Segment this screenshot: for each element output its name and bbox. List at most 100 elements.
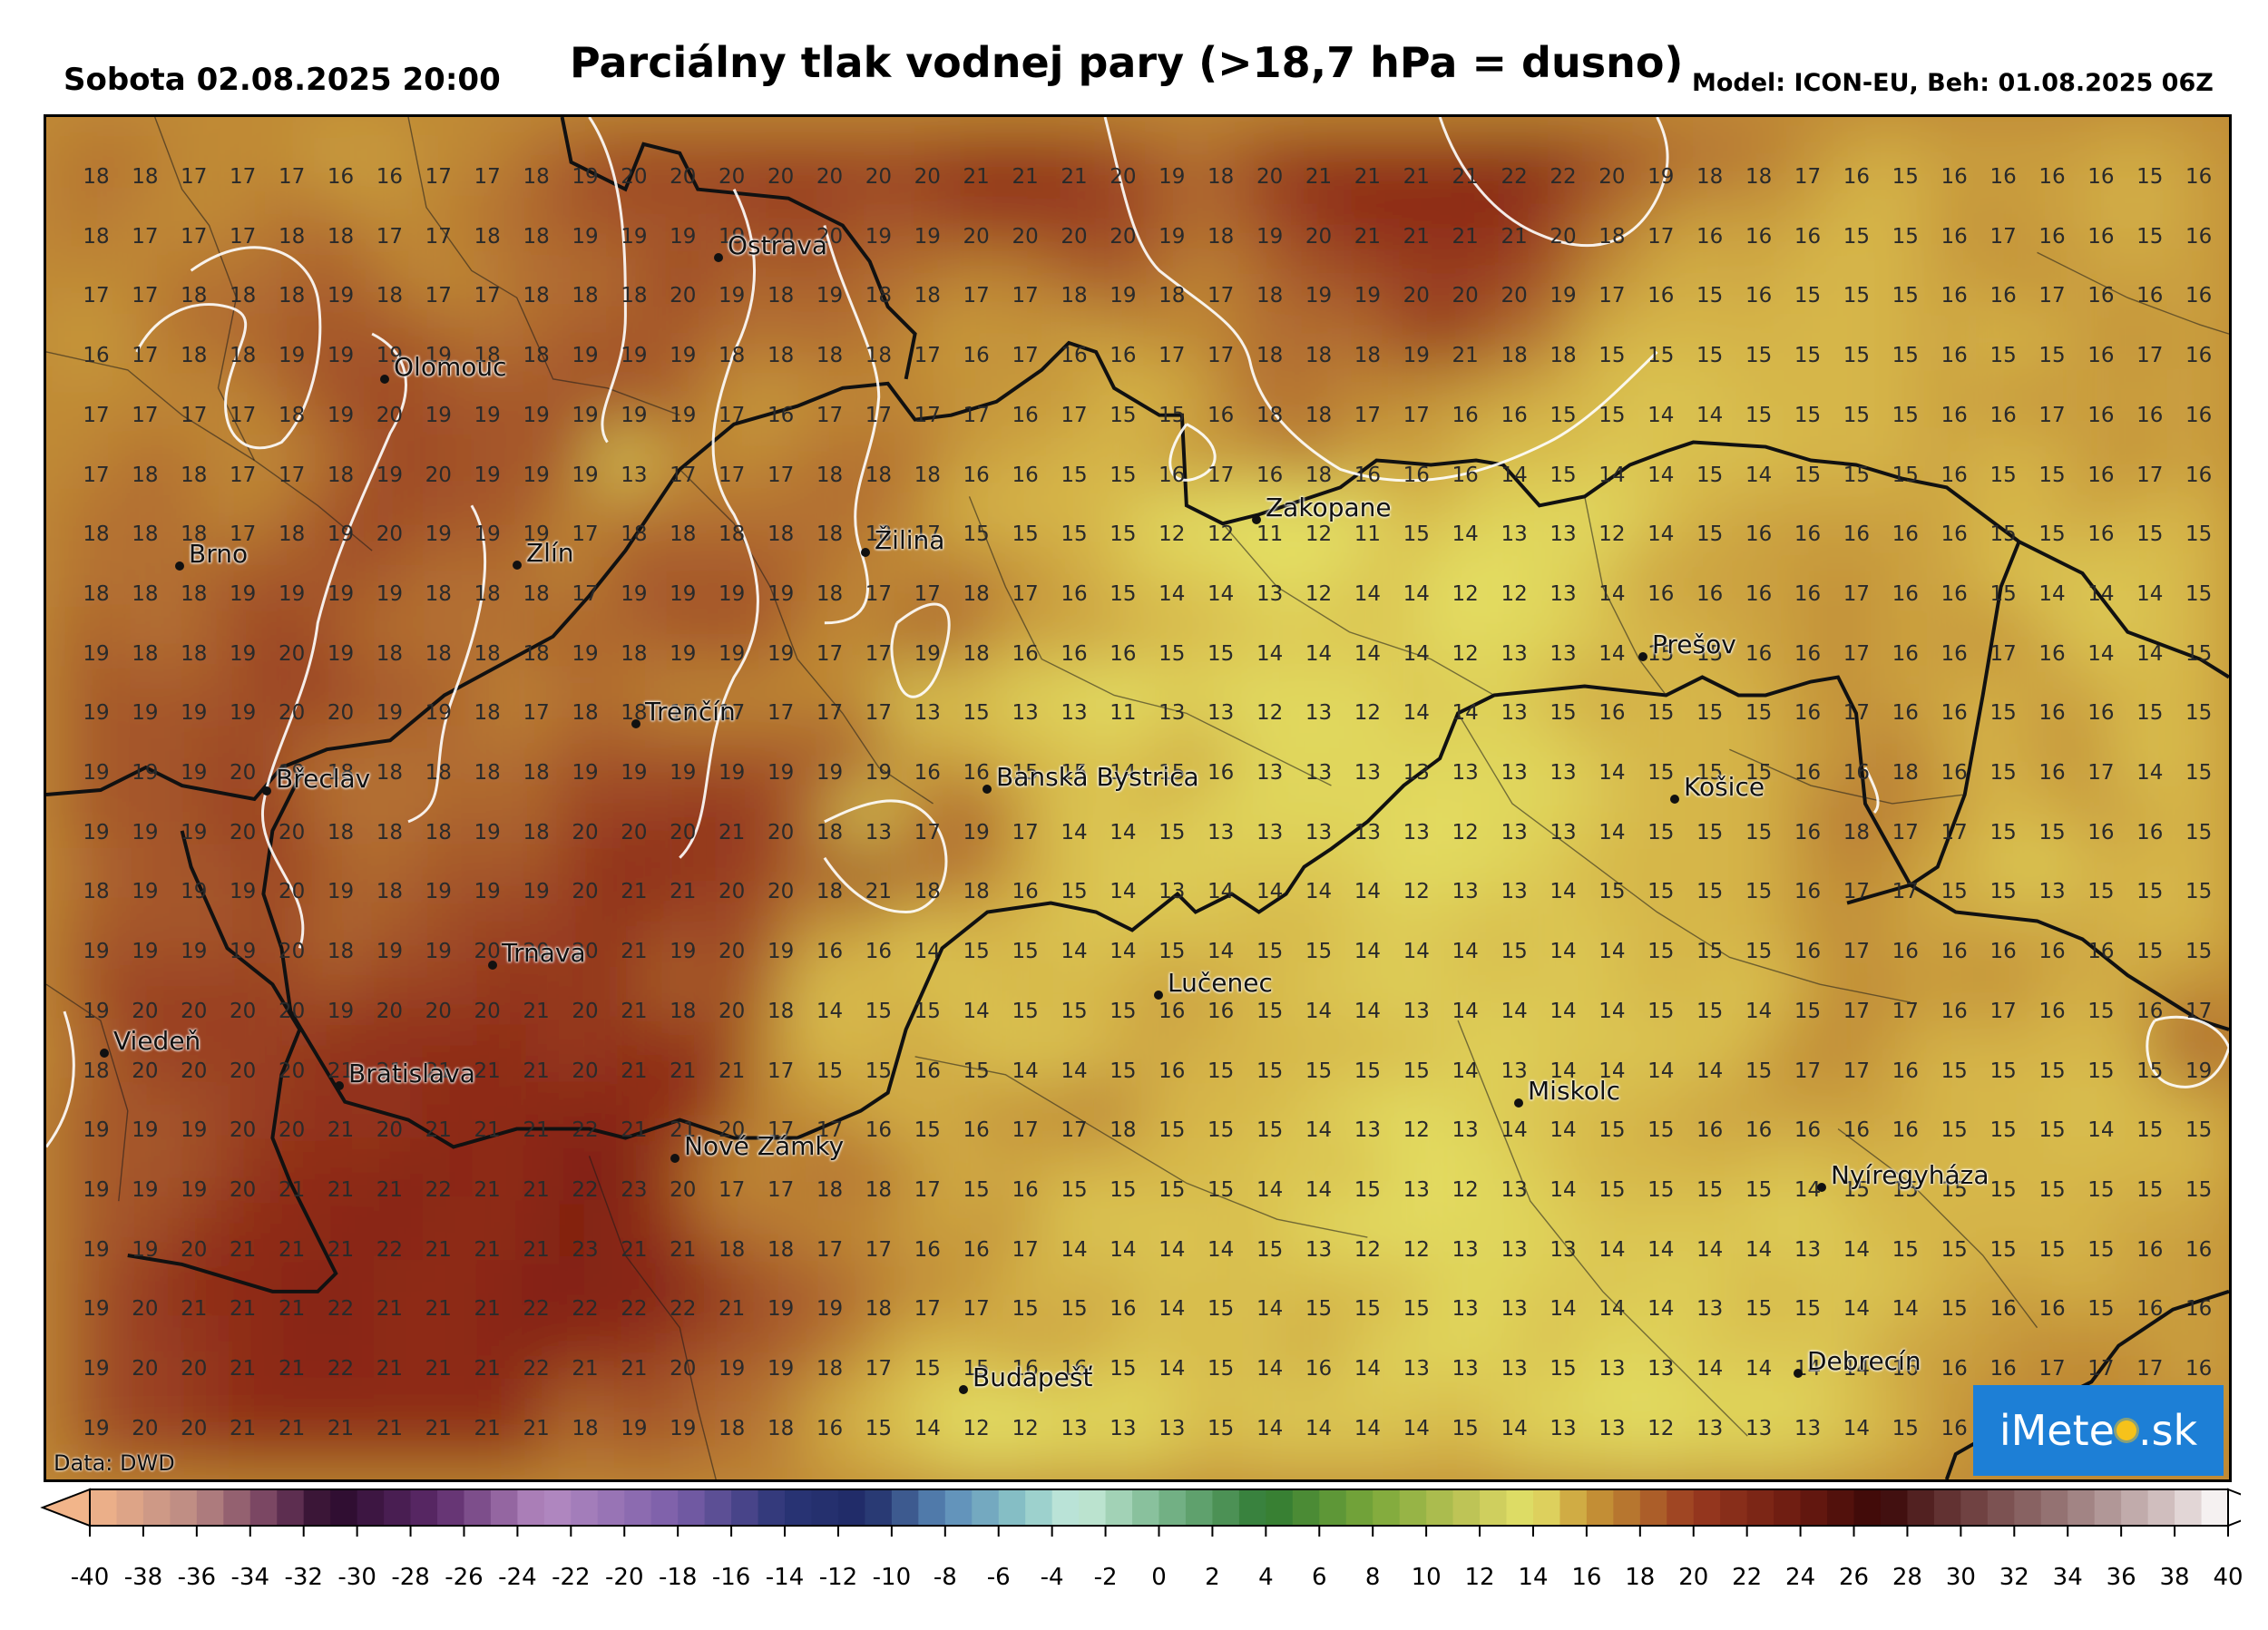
grid-value: 15 [1110, 1177, 1137, 1202]
colorbar-tick-label: -32 [284, 1564, 323, 1591]
grid-value: 18 [914, 463, 941, 487]
grid-value: 14 [914, 940, 941, 964]
grid-value: 18 [523, 761, 550, 785]
grid-value: 18 [523, 224, 550, 249]
grid-value: 19 [621, 581, 648, 606]
grid-value: 21 [474, 1237, 501, 1262]
grid-value: 17 [914, 403, 941, 427]
grid-value: 14 [1256, 641, 1284, 666]
grid-value: 16 [1745, 284, 1773, 308]
grid-value: 20 [474, 940, 501, 964]
grid-value: 21 [1403, 224, 1430, 249]
grid-value: 17 [1354, 403, 1382, 427]
grid-value: 19 [83, 820, 110, 844]
grid-value: 19 [474, 880, 501, 904]
grid-value: 20 [670, 820, 697, 844]
grid-value: 21 [621, 1059, 648, 1083]
grid-value: 17 [230, 463, 257, 487]
city-label: Lučenec [1168, 968, 1273, 998]
colorbar-segment [1693, 1489, 1721, 1526]
grid-value: 17 [230, 165, 257, 189]
colorbar-segment [571, 1489, 599, 1526]
grid-value: 19 [767, 1297, 795, 1322]
grid-value: 20 [1549, 224, 1577, 249]
grid-value: 15 [1158, 1177, 1186, 1202]
colorbar-max-arrow [2227, 1488, 2241, 1528]
grid-value: 16 [1989, 403, 2017, 427]
grid-value: 18 [1061, 284, 1088, 308]
grid-value: 15 [865, 999, 893, 1023]
grid-value: 16 [1892, 1059, 1919, 1083]
grid-value: 14 [1745, 1357, 1773, 1381]
grid-value: 19 [621, 761, 648, 785]
grid-value: 17 [572, 581, 599, 606]
grid-value: 14 [2087, 641, 2115, 666]
colorbar-tick-label: 38 [2159, 1564, 2190, 1591]
colorbar-segment [811, 1489, 839, 1526]
grid-value: 20 [719, 880, 746, 904]
grid-value: 15 [1598, 403, 1626, 427]
grid-value: 19 [621, 344, 648, 368]
grid-value: 15 [1892, 1416, 1919, 1440]
grid-value: 19 [670, 761, 697, 785]
grid-value: 20 [1256, 165, 1284, 189]
grid-value: 18 [425, 761, 452, 785]
grid-value: 21 [621, 880, 648, 904]
grid-value: 19 [230, 701, 257, 726]
grid-value: 21 [719, 1297, 746, 1322]
grid-value: 17 [181, 224, 208, 249]
grid-value: 20 [376, 1118, 404, 1143]
grid-value: 15 [1110, 1357, 1137, 1381]
city-dot-icon [670, 1154, 679, 1163]
grid-value: 16 [1207, 761, 1235, 785]
grid-value: 18 [767, 344, 795, 368]
grid-value: 15 [1892, 403, 1919, 427]
grid-value: 12 [1158, 522, 1186, 547]
grid-value: 20 [230, 1118, 257, 1143]
grid-value: 19 [181, 1177, 208, 1202]
map[interactable]: 18 18 17 17 17 16 16 17 17 18 19 20 20 20 20 20 20 20 21 21… [44, 114, 2232, 1482]
grid-value: 15 [963, 1059, 990, 1083]
grid-value: 17 [865, 581, 893, 606]
grid-value: 18 [278, 522, 306, 547]
colorbar-tick-label: -6 [986, 1564, 1011, 1591]
grid-value: 13 [1549, 1416, 1577, 1440]
grid-value: 15 [2038, 1118, 2066, 1143]
colorbar-segment [1158, 1489, 1187, 1526]
grid-value: 21 [523, 1237, 550, 1262]
grid-value: 18 [83, 880, 110, 904]
grid-value: 19 [767, 581, 795, 606]
grid-value: 20 [230, 1177, 257, 1202]
grid-value: 14 [1354, 641, 1382, 666]
grid-value: 15 [1745, 701, 1773, 726]
grid-value: 14 [1549, 880, 1577, 904]
grid-value: 16 [1647, 581, 1675, 606]
grid-value: 17 [132, 344, 159, 368]
grid-value: 15 [1892, 284, 1919, 308]
grid-value: 15 [1452, 1416, 1479, 1440]
grid-value: 18 [327, 224, 355, 249]
grid-value: 18 [816, 880, 844, 904]
colorbar-segment [2147, 1489, 2175, 1526]
colorbar-segment [2201, 1489, 2229, 1526]
grid-value: 14 [1598, 463, 1626, 487]
imeteo-logo[interactable]: iMete .sk [1973, 1385, 2224, 1476]
city-dot-icon [380, 375, 389, 384]
grid-value: 19 [474, 403, 501, 427]
grid-value: 18 [1207, 165, 1235, 189]
grid-value: 19 [914, 641, 941, 666]
grid-value: 16 [2185, 344, 2213, 368]
grid-value: 14 [1549, 1118, 1577, 1143]
grid-value: 16 [2038, 701, 2066, 726]
grid-value: 14 [1256, 1416, 1284, 1440]
grid-value: 19 [132, 701, 159, 726]
grid-value: 17 [181, 165, 208, 189]
grid-value: 17 [865, 1237, 893, 1262]
colorbar-segment [1800, 1489, 1828, 1526]
colorbar-tick-label: -26 [445, 1564, 484, 1591]
sun-icon [2116, 1420, 2136, 1440]
grid-value: 22 [523, 1357, 550, 1381]
grid-value: 15 [1061, 999, 1088, 1023]
grid-value: 16 [1158, 463, 1186, 487]
grid-value: 18 [327, 820, 355, 844]
